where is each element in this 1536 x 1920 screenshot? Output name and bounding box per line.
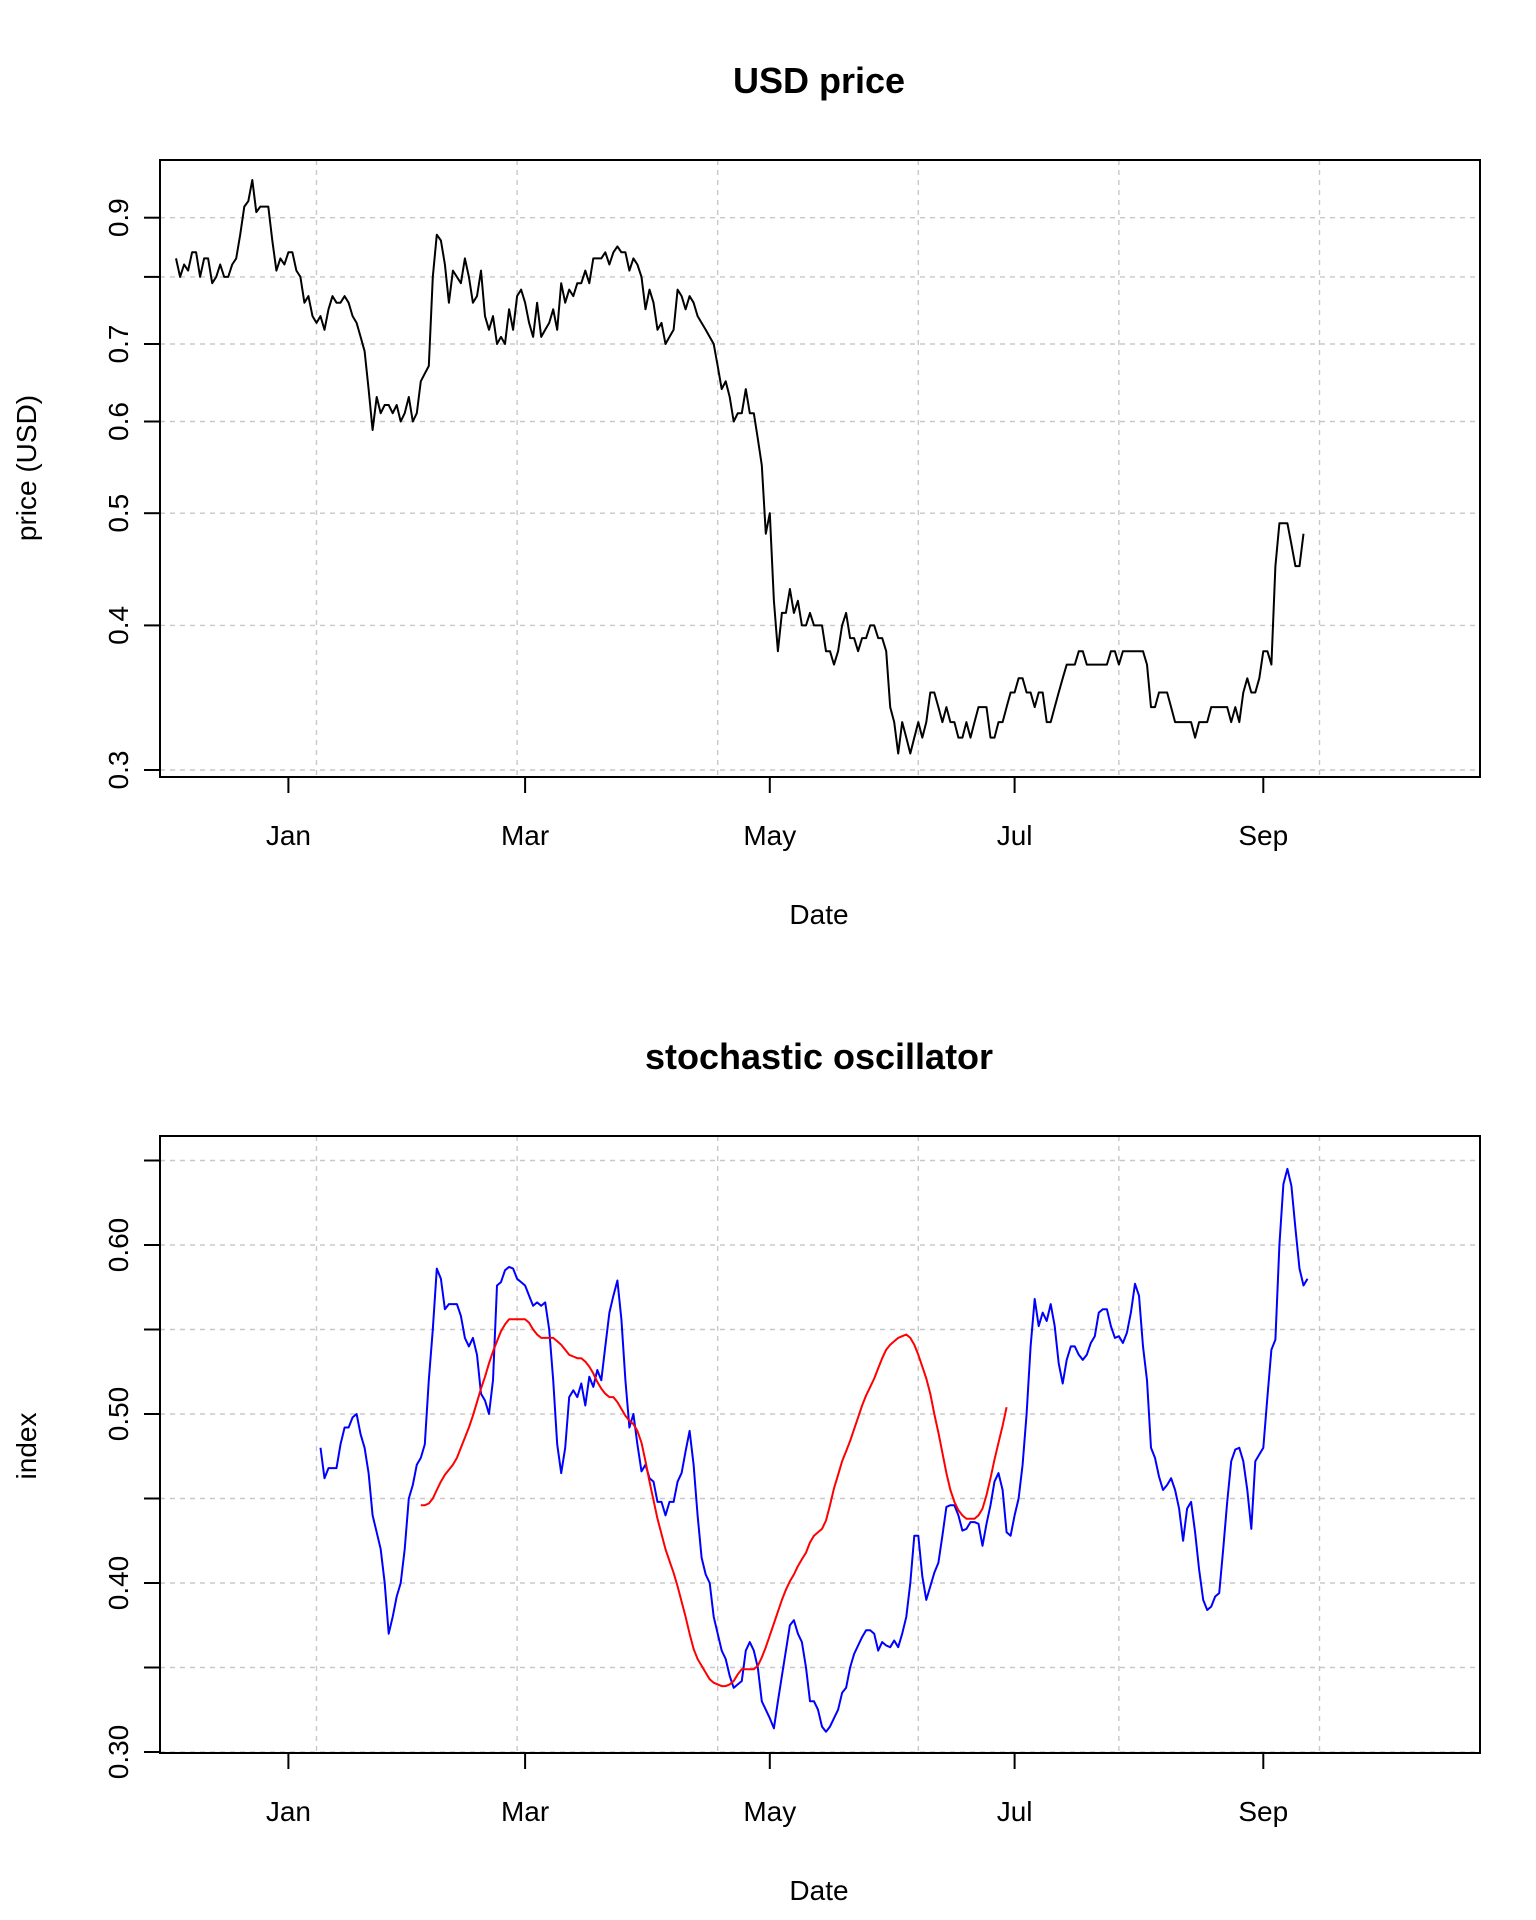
price-chart-y-axis-label: price (USD) (11, 395, 42, 541)
price-chart-y-tick-label: 0.4 (103, 606, 134, 645)
price-chart-series (175, 179, 1305, 755)
price-chart-plot-frame (159, 159, 1481, 778)
stochastic-chart-x-tick-label-jul: Jul (997, 1796, 1033, 1827)
stochastic-chart-y-axis-label: index (11, 1413, 42, 1480)
stochastic-chart-series (319, 1167, 1309, 1733)
stochastic-chart-series-d-line (420, 1318, 1008, 1688)
price-chart: USD price Date price (USD) 0.30.40.50.60… (11, 60, 1481, 930)
price-chart-x-tick-label-mar: Mar (501, 820, 549, 851)
price-chart-series-price-line (175, 179, 1305, 755)
stochastic-chart-x-tick-label-mar: Mar (501, 1796, 549, 1827)
stochastic-chart-title: stochastic oscillator (645, 1036, 993, 1077)
stochastic-chart-y-tick-label: 0.60 (103, 1218, 134, 1273)
price-chart-y-tick-label: 0.6 (103, 402, 134, 441)
stochastic-chart-series-k-line (319, 1167, 1309, 1733)
stochastic-chart-y-tick-label: 0.30 (103, 1725, 134, 1780)
price-chart-title: USD price (733, 60, 905, 101)
price-chart-x-tick-label-jan: Jan (266, 820, 311, 851)
stochastic-chart-y-tick-label: 0.40 (103, 1556, 134, 1611)
price-chart-grid (160, 160, 1480, 777)
stochastic-chart-y-tick-label: 0.50 (103, 1387, 134, 1442)
price-chart-axes: 0.3 0.4 0.5 0.6 0.7 0.9 Jan Mar May Jul Sep (103, 198, 1288, 851)
stochastic-chart-x-tick-label-may: May (743, 1796, 796, 1827)
price-chart-x-tick-label-sep: Sep (1238, 820, 1288, 851)
price-chart-y-tick-label: 0.5 (103, 494, 134, 533)
stochastic-chart-plot-frame (159, 1135, 1481, 1754)
price-chart-x-tick-label-may: May (743, 820, 796, 851)
stochastic-chart-x-tick-label-jan: Jan (266, 1796, 311, 1827)
stochastic-chart-grid (160, 1136, 1480, 1753)
stochastic-chart-x-axis-label: Date (789, 1875, 848, 1906)
stochastic-chart-x-tick-label-sep: Sep (1238, 1796, 1288, 1827)
price-chart-y-tick-label: 0.9 (103, 198, 134, 237)
price-chart-x-axis-label: Date (789, 899, 848, 930)
price-chart-y-tick-label: 0.7 (103, 325, 134, 364)
stochastic-chart: stochastic oscillator Date index 0.30 0.4… (11, 1036, 1481, 1906)
price-chart-y-tick-label: 0.3 (103, 751, 134, 790)
price-chart-x-tick-label-jul: Jul (997, 820, 1033, 851)
stochastic-chart-axes: 0.30 0.40 0.50 0.60 Jan Mar May Jul Sep (103, 1159, 1288, 1827)
